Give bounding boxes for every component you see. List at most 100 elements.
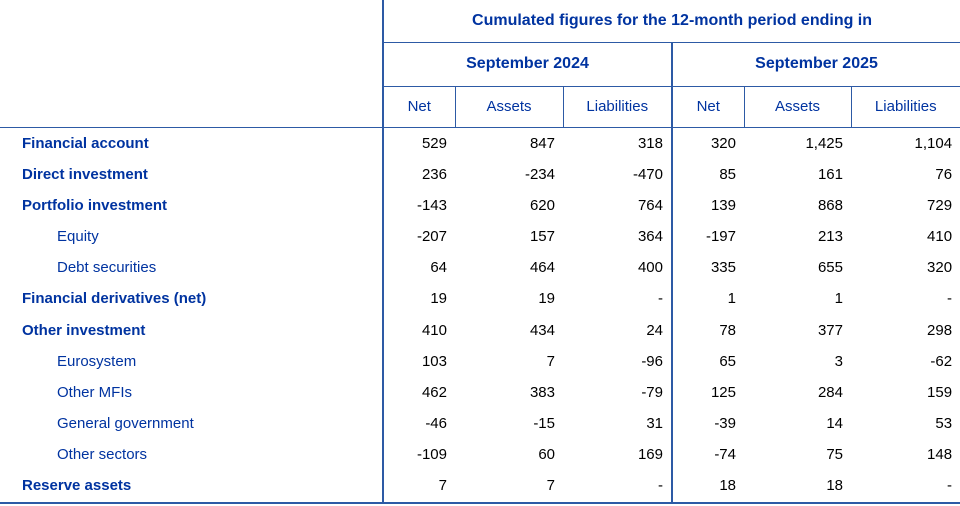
cell-value: 410 — [421, 321, 447, 339]
table-row-other-mfis: Other MFIs 462 383 -79 125 284 159 — [0, 376, 960, 408]
col-header-net-2024: Net — [383, 86, 456, 128]
cell-value: 464 — [529, 259, 555, 277]
corner-cell — [0, 0, 384, 128]
cell-value: 139 — [671, 190, 744, 222]
cell-value: 320 — [927, 259, 953, 277]
row-label: Direct investment — [0, 159, 384, 191]
cell-value: 31 — [646, 414, 663, 432]
cell-value: -39 — [671, 407, 744, 439]
cell-value: - — [947, 477, 953, 495]
row-label: Other MFIs — [0, 376, 384, 408]
table-title: Cumulated figures for the 12-month perio… — [383, 0, 960, 43]
cell-value: -46 — [425, 414, 447, 432]
table-row-debt-securities: Debt securities 64 464 400 335 655 320 — [0, 252, 960, 284]
cell-value: 7 — [546, 477, 555, 495]
table-row-direct-investment: Direct investment 236 -234 -470 85 161 7… — [0, 159, 960, 191]
cell-value: 298 — [927, 321, 953, 339]
cell-value: 19 — [430, 290, 447, 308]
col-header-net-2025: Net — [671, 86, 745, 128]
cell-value: 868 — [817, 197, 843, 215]
row-label: Other sectors — [0, 438, 384, 470]
table-row-equity: Equity -207 157 364 -197 213 410 — [0, 221, 960, 253]
cell-value: 7 — [438, 477, 447, 495]
cell-value: 462 — [421, 383, 447, 401]
cell-value: 529 — [421, 134, 447, 152]
cell-value: 24 — [646, 321, 663, 339]
cell-value: 157 — [529, 228, 555, 246]
table-row-eurosystem: Eurosystem 103 7 -96 65 3 -62 — [0, 345, 960, 377]
row-label: Financial account — [0, 127, 384, 160]
row-label: Portfolio investment — [0, 190, 384, 222]
cell-value: 377 — [817, 321, 843, 339]
cell-value: 655 — [817, 259, 843, 277]
col-header-assets-2024: Assets — [455, 86, 564, 128]
cell-value: -62 — [930, 352, 953, 370]
cell-value: 320 — [671, 127, 744, 160]
col-header-liabilities-2024: Liabilities — [563, 86, 672, 128]
cell-value: 383 — [529, 383, 555, 401]
cell-value: 18 — [826, 477, 843, 495]
cell-value: 64 — [430, 259, 447, 277]
row-label: Reserve assets — [0, 469, 384, 503]
table-row-other-investment: Other investment 410 434 24 78 377 298 — [0, 314, 960, 346]
header-row-periods: September 2024 September 2025 — [0, 42, 960, 87]
cell-value: 85 — [671, 159, 744, 191]
row-label: Eurosystem — [0, 345, 384, 377]
cell-value: 236 — [421, 166, 447, 184]
cell-value: 60 — [538, 445, 555, 463]
cell-value: 7 — [546, 352, 555, 370]
cell-value: -15 — [533, 414, 555, 432]
cell-value: -234 — [524, 166, 555, 184]
cell-value: 14 — [826, 414, 843, 432]
cell-value: 410 — [927, 228, 953, 246]
cell-value: 213 — [817, 228, 843, 246]
cell-value: 400 — [637, 259, 663, 277]
cell-value: 161 — [817, 166, 843, 184]
col-header-liabilities-2025: Liabilities — [851, 86, 960, 128]
cell-value: 3 — [834, 352, 843, 370]
cell-value: 335 — [671, 252, 744, 284]
col-header-assets-2025: Assets — [744, 86, 852, 128]
cell-value: 284 — [817, 383, 843, 401]
cell-value: 434 — [529, 321, 555, 339]
table-row-financial-account: Financial account 529 847 318 320 1,425 … — [0, 127, 960, 160]
cell-value: 125 — [671, 376, 744, 408]
cell-value: -96 — [641, 352, 663, 370]
row-label: Debt securities — [0, 252, 384, 284]
cell-value: -143 — [416, 197, 447, 215]
cell-value: 847 — [529, 134, 555, 152]
cell-value: 159 — [927, 383, 953, 401]
cell-value: 78 — [671, 314, 744, 346]
period-header-sep-2024: September 2024 — [383, 42, 672, 87]
table-row-financial-derivatives: Financial derivatives (net) 19 19 - 1 1 … — [0, 283, 960, 315]
cell-value: 169 — [637, 445, 663, 463]
cell-value: 1 — [834, 290, 843, 308]
cell-value: 620 — [529, 197, 555, 215]
cell-value: -470 — [632, 166, 663, 184]
cell-value: 318 — [637, 134, 663, 152]
cell-value: 729 — [927, 197, 953, 215]
header-row-columns: Net Assets Liabilities Net Assets Liabil… — [0, 86, 960, 128]
cell-value: 76 — [935, 166, 953, 184]
cell-value: 103 — [421, 352, 447, 370]
cell-value: 19 — [538, 290, 555, 308]
cell-value: 1,425 — [805, 134, 843, 152]
period-header-sep-2025: September 2025 — [670, 42, 960, 87]
cell-value: - — [658, 290, 663, 308]
cell-value: -109 — [416, 445, 447, 463]
row-label: Equity — [0, 221, 384, 253]
row-label: Financial derivatives (net) — [0, 283, 384, 315]
cell-value: 364 — [637, 228, 663, 246]
row-label: Other investment — [0, 314, 384, 346]
cell-value: -79 — [641, 383, 663, 401]
cell-value: 764 — [637, 197, 663, 215]
cell-value: -197 — [671, 221, 744, 253]
cell-value: -207 — [416, 228, 447, 246]
cell-value: - — [658, 477, 663, 495]
cell-value: 1,104 — [914, 134, 953, 152]
cell-value: 53 — [935, 414, 953, 432]
cell-value: 148 — [927, 445, 953, 463]
table-row-portfolio-investment: Portfolio investment -143 620 764 139 86… — [0, 190, 960, 222]
row-label: General government — [0, 407, 384, 439]
